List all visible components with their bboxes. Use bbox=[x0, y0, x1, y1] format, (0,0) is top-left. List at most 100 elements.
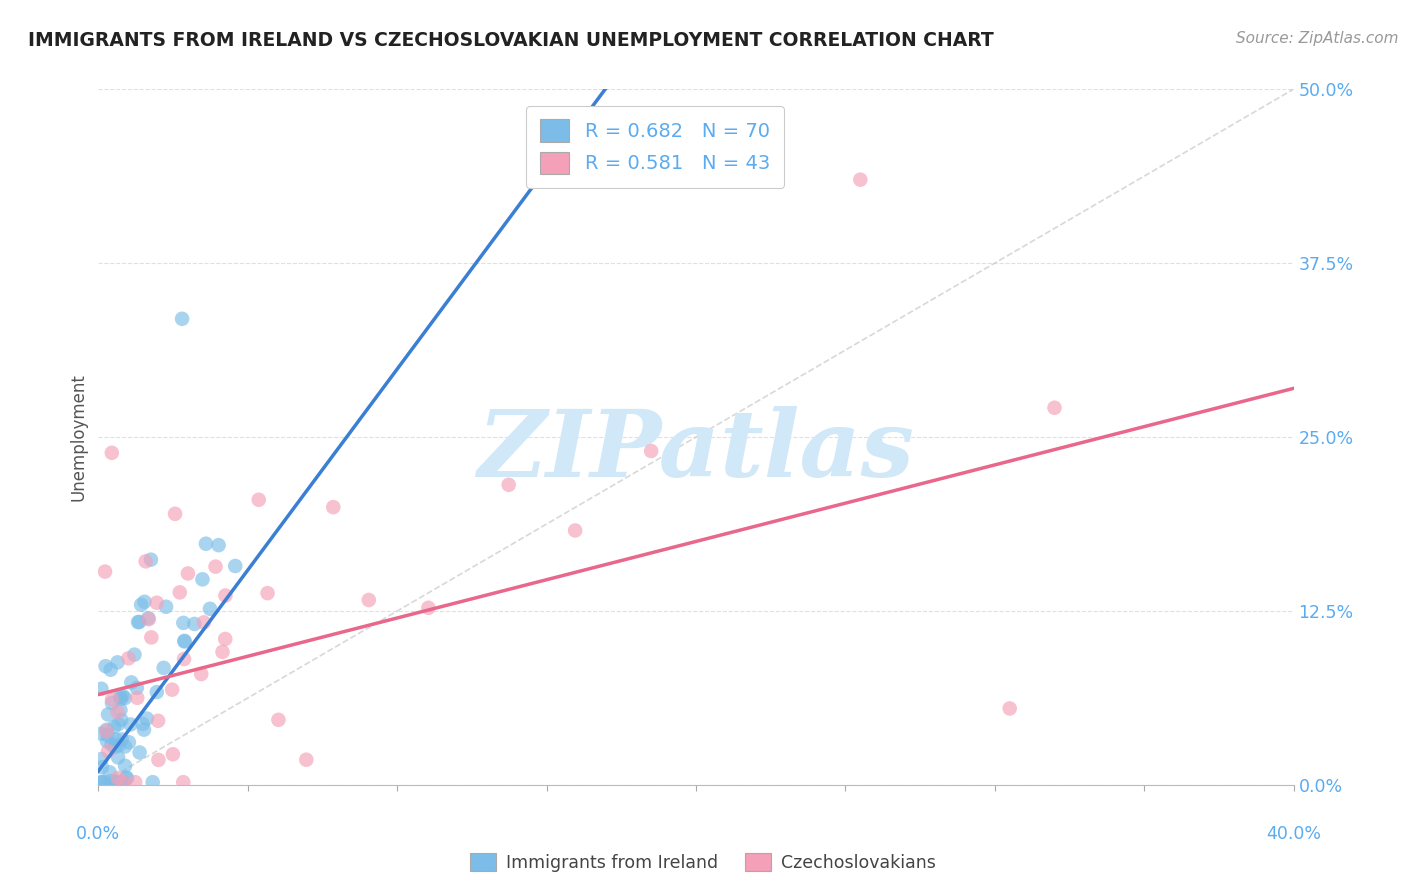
Point bbox=[94, 659, 117, 673]
Point bbox=[112, 775, 135, 789]
Point bbox=[93, 775, 115, 789]
Point bbox=[90, 760, 112, 774]
Point bbox=[162, 747, 184, 762]
Point bbox=[90, 726, 112, 740]
Point bbox=[129, 598, 152, 612]
Point bbox=[214, 632, 236, 646]
Point bbox=[134, 595, 156, 609]
Point bbox=[214, 589, 236, 603]
Point bbox=[100, 738, 122, 752]
Point bbox=[97, 707, 120, 722]
Point bbox=[98, 765, 121, 780]
Point bbox=[104, 732, 127, 747]
Point bbox=[190, 667, 212, 681]
Point bbox=[104, 775, 127, 789]
Point bbox=[107, 750, 129, 764]
Point bbox=[247, 492, 270, 507]
Point bbox=[498, 477, 520, 491]
Point bbox=[107, 775, 129, 789]
Point bbox=[1043, 401, 1066, 415]
Point bbox=[194, 537, 217, 551]
Text: IMMIGRANTS FROM IRELAND VS CZECHOSLOVAKIAN UNEMPLOYMENT CORRELATION CHART: IMMIGRANTS FROM IRELAND VS CZECHOSLOVAKI… bbox=[28, 31, 994, 50]
Point bbox=[135, 712, 157, 726]
Point bbox=[138, 612, 160, 626]
Point bbox=[110, 703, 132, 717]
Point bbox=[114, 759, 136, 773]
Point bbox=[117, 651, 139, 665]
Point bbox=[183, 616, 205, 631]
Point bbox=[172, 775, 194, 789]
Point bbox=[103, 720, 125, 734]
Text: 0.0%: 0.0% bbox=[76, 825, 121, 843]
Point bbox=[172, 311, 194, 326]
Point bbox=[108, 775, 131, 789]
Point bbox=[204, 559, 226, 574]
Point bbox=[115, 771, 138, 785]
Point bbox=[90, 752, 112, 766]
Point bbox=[104, 739, 127, 754]
Point bbox=[124, 648, 146, 662]
Y-axis label: Unemployment: Unemployment bbox=[69, 373, 87, 501]
Point bbox=[173, 633, 195, 648]
Point bbox=[418, 600, 440, 615]
Point bbox=[97, 744, 120, 758]
Point bbox=[112, 775, 135, 789]
Point bbox=[141, 631, 163, 645]
Point bbox=[120, 675, 142, 690]
Point bbox=[132, 723, 155, 737]
Point bbox=[295, 753, 318, 767]
Point bbox=[107, 771, 129, 785]
Legend: R = 0.682   N = 70, R = 0.581   N = 43: R = 0.682 N = 70, R = 0.581 N = 43 bbox=[526, 106, 783, 187]
Point bbox=[112, 775, 135, 789]
Point bbox=[998, 701, 1021, 715]
Point bbox=[90, 775, 112, 789]
Point bbox=[101, 446, 124, 460]
Point bbox=[115, 771, 138, 785]
Point bbox=[146, 714, 169, 728]
Point bbox=[107, 705, 129, 719]
Point bbox=[110, 713, 132, 727]
Point bbox=[148, 753, 170, 767]
Point bbox=[128, 615, 150, 629]
Point bbox=[135, 554, 157, 568]
Point bbox=[256, 586, 278, 600]
Point bbox=[107, 656, 129, 670]
Point bbox=[849, 172, 872, 186]
Point bbox=[120, 717, 142, 731]
Point bbox=[127, 615, 149, 629]
Point bbox=[198, 602, 221, 616]
Point bbox=[322, 500, 344, 515]
Point bbox=[191, 572, 214, 586]
Point bbox=[128, 746, 150, 760]
Point bbox=[111, 732, 134, 747]
Point bbox=[90, 681, 112, 696]
Point bbox=[111, 689, 134, 703]
Point bbox=[96, 724, 118, 739]
Point bbox=[177, 566, 200, 581]
Point bbox=[108, 738, 131, 752]
Point bbox=[173, 634, 195, 648]
Text: ZIPatlas: ZIPatlas bbox=[478, 406, 914, 496]
Point bbox=[165, 507, 187, 521]
Point bbox=[169, 585, 191, 599]
Point bbox=[101, 692, 124, 706]
Legend: Immigrants from Ireland, Czechoslovakians: Immigrants from Ireland, Czechoslovakian… bbox=[463, 847, 943, 879]
Point bbox=[173, 652, 195, 666]
Point bbox=[172, 615, 194, 630]
Point bbox=[127, 690, 149, 705]
Point bbox=[96, 723, 118, 737]
Point bbox=[98, 774, 121, 789]
Point bbox=[357, 593, 380, 607]
Point bbox=[193, 615, 215, 630]
Point bbox=[152, 661, 174, 675]
Point bbox=[100, 663, 122, 677]
Point bbox=[146, 596, 169, 610]
Point bbox=[96, 734, 118, 748]
Point bbox=[267, 713, 290, 727]
Point bbox=[125, 681, 148, 695]
Point bbox=[224, 559, 246, 574]
Point bbox=[110, 691, 132, 706]
Point bbox=[211, 645, 233, 659]
Point bbox=[104, 775, 127, 789]
Point bbox=[118, 735, 141, 749]
